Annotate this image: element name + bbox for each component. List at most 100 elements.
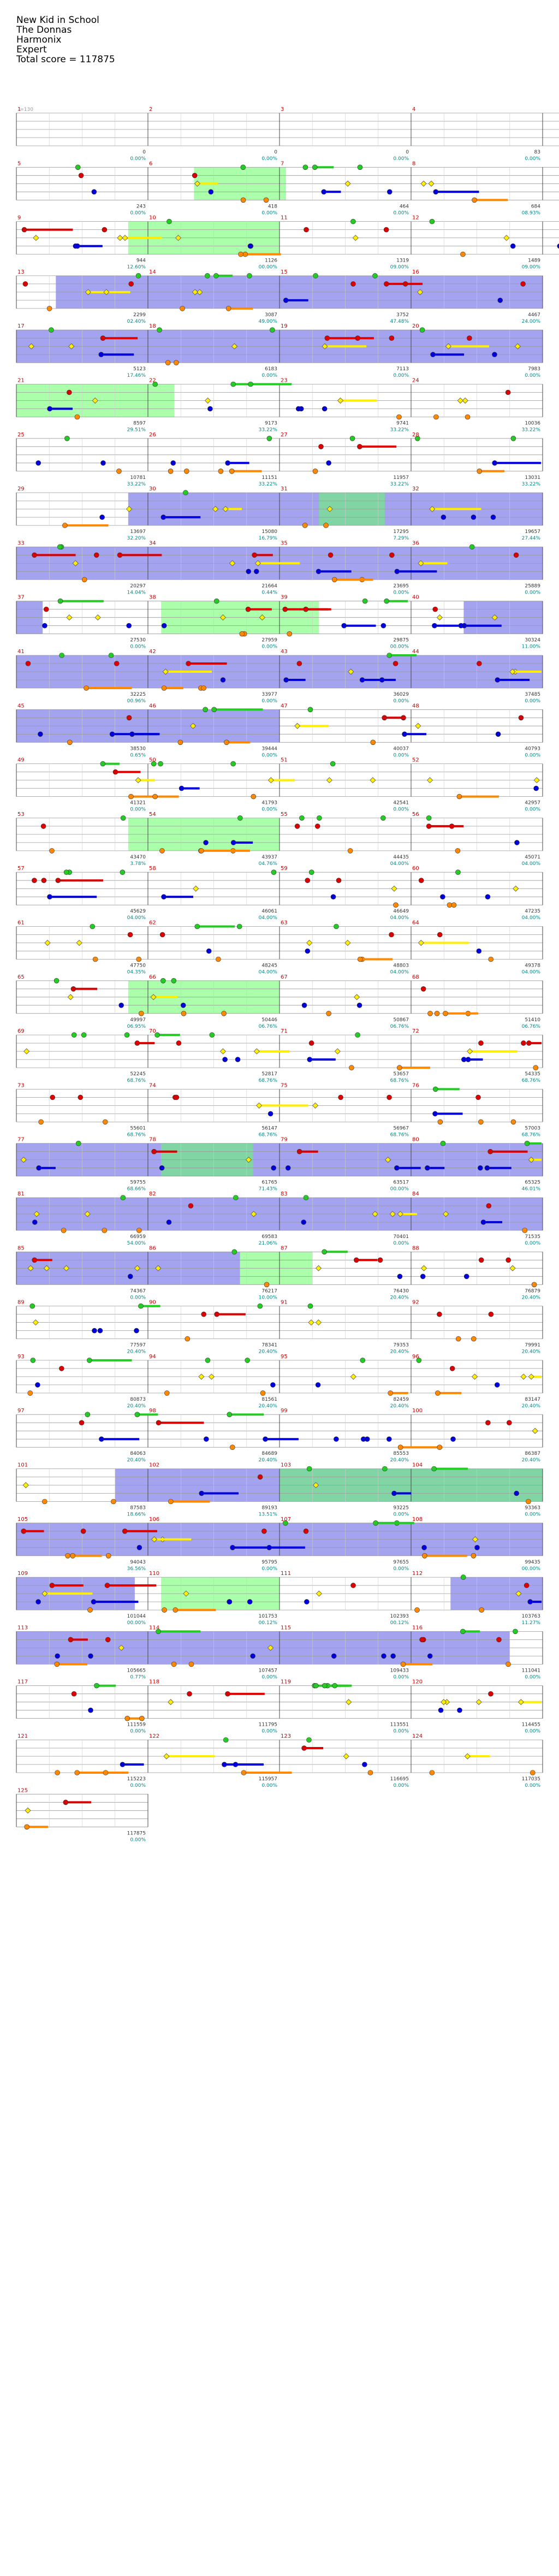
measure-number: 98: [149, 1408, 156, 1414]
gem-note-icon: [432, 623, 437, 629]
star-power-note-icon: [219, 614, 226, 621]
gem-note-icon: [429, 1770, 435, 1775]
star-power-note-icon: [253, 1048, 260, 1055]
gem-note-icon: [118, 1003, 124, 1008]
measure-percent: 68.76%: [390, 1132, 409, 1138]
gem-note-icon: [109, 731, 115, 737]
measure-number: 47: [281, 703, 288, 709]
gem-note-icon: [55, 878, 61, 883]
measure-score: 50867: [393, 1017, 409, 1023]
measure-percent: 02.40%: [127, 319, 146, 324]
measure-score: 10781: [130, 475, 146, 481]
measure-percent: 0.00%: [261, 373, 277, 378]
gem-note-icon: [112, 769, 118, 775]
star-power-note-icon: [315, 1319, 322, 1326]
gem-note-icon: [47, 406, 52, 412]
gem-note-icon: [206, 948, 212, 954]
gem-note-icon: [472, 197, 477, 203]
gem-note-icon: [138, 1011, 144, 1016]
gem-note-icon: [350, 218, 356, 224]
gem-note-icon: [533, 1065, 539, 1070]
measure-score: 25889: [525, 583, 540, 589]
gem-note-icon: [360, 1358, 366, 1363]
measure-percent: 0.00%: [393, 1729, 409, 1734]
measure-percent: 29.51%: [127, 428, 146, 433]
measure-percent: 20.40%: [522, 1295, 541, 1300]
star-power-note-icon: [372, 1211, 378, 1217]
measure-percent: 04.76%: [259, 861, 278, 867]
measure-score: 23695: [393, 583, 409, 589]
measure-number: 39: [281, 595, 288, 601]
gem-note-icon: [180, 306, 185, 311]
gem-note-icon: [450, 1436, 456, 1442]
measure-number: 8: [412, 161, 415, 167]
gem-note-icon: [433, 189, 439, 195]
gem-note-icon: [355, 335, 361, 341]
measure-percent: 04.00%: [522, 861, 541, 867]
measure-score: 63517: [393, 1180, 409, 1186]
gem-note-icon: [179, 785, 185, 791]
measure-percent: 20.40%: [259, 1349, 278, 1355]
gem-note-icon: [437, 1444, 443, 1450]
gem-note-icon: [194, 923, 200, 929]
star-power-note-icon: [350, 1373, 356, 1380]
measure-score: 55601: [130, 1126, 146, 1131]
measure-number: 29: [17, 486, 25, 492]
measure-number: 4: [412, 106, 415, 112]
gem-note-icon: [386, 653, 392, 658]
star-power-note-icon: [306, 939, 313, 946]
measure-score: 21664: [261, 583, 277, 589]
star-power-note-icon: [43, 1265, 50, 1271]
staff-row: [16, 1140, 543, 1177]
measure-score: 52245: [130, 1071, 146, 1077]
gem-note-icon: [199, 1490, 205, 1496]
gem-note-icon: [437, 1119, 443, 1125]
measure-score: 10036: [525, 421, 540, 427]
measure-score: 27530: [130, 638, 146, 643]
staff-row: [16, 1628, 543, 1667]
gem-note-icon: [105, 1553, 111, 1559]
gem-note-icon: [367, 1770, 373, 1775]
measure-score: 87583: [130, 1506, 146, 1511]
measure-score: 109433: [390, 1668, 409, 1673]
gem-note-icon: [357, 164, 363, 170]
gem-note-icon: [330, 761, 336, 767]
measure-score: 11151: [261, 475, 277, 481]
measure-percent: 20.40%: [522, 1458, 541, 1463]
staff-row: [16, 1412, 543, 1450]
measure-number: 121: [17, 1733, 28, 1739]
gem-note-icon: [159, 848, 165, 854]
gem-note-icon: [322, 406, 328, 412]
gem-note-icon: [527, 1599, 533, 1604]
gem-note-icon: [471, 1553, 477, 1559]
measure-percent: 06.76%: [390, 1024, 409, 1029]
measure-number: 103: [281, 1462, 291, 1468]
measure-score: 3752: [396, 312, 409, 318]
gem-note-icon: [393, 661, 399, 666]
gem-note-icon: [438, 1707, 444, 1713]
gem-note-icon: [156, 1420, 162, 1425]
staff-row: [16, 1358, 543, 1396]
measure-percent: 04.00%: [522, 970, 541, 975]
gem-note-icon: [162, 1607, 167, 1613]
star-power-note-icon: [471, 1373, 478, 1380]
measure-percent: 00.12%: [390, 1620, 409, 1626]
measure-number: 44: [412, 649, 419, 655]
measure-number: 32: [412, 486, 419, 492]
gem-note-icon: [47, 894, 52, 899]
gem-note-icon: [402, 731, 407, 737]
measure-score: 243: [136, 204, 146, 209]
gem-note-icon: [38, 1119, 44, 1125]
measure-percent: 0.00%: [393, 1566, 409, 1572]
gem-note-icon: [506, 1661, 511, 1667]
total-score: Total score = 117875: [16, 54, 115, 65]
gem-note-icon: [205, 1358, 211, 1363]
measure-score: 97655: [393, 1560, 409, 1565]
gem-note-icon: [416, 1358, 422, 1363]
gem-note-icon: [296, 661, 302, 666]
measure-percent: 0.00%: [130, 644, 146, 650]
gem-note-icon: [301, 1219, 307, 1225]
gem-note-icon: [55, 1770, 60, 1775]
gem-note-icon: [161, 685, 167, 691]
gem-note-icon: [384, 598, 389, 604]
